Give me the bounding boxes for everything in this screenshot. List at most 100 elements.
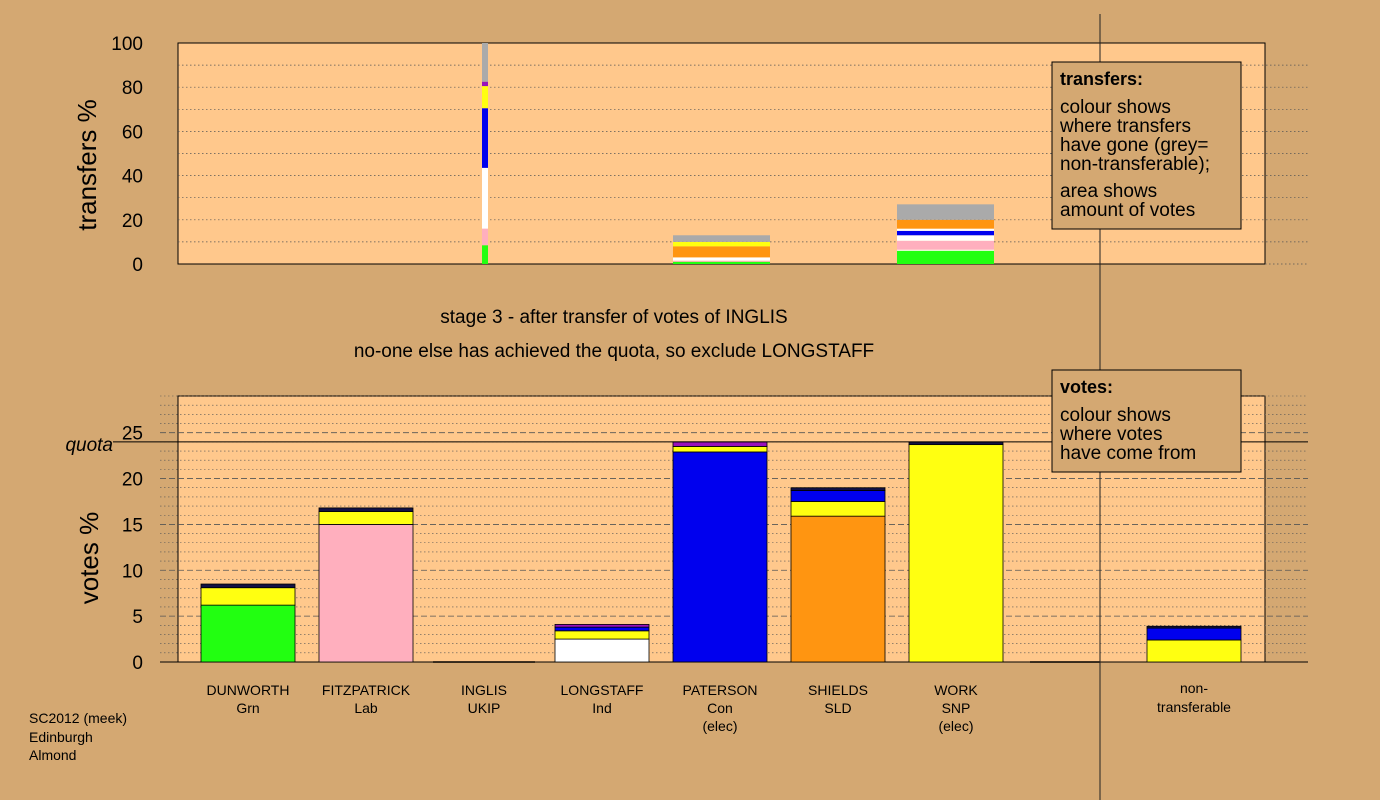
candidate-label: Lab [354, 700, 378, 716]
vote-segment [318, 524, 414, 663]
transfer-segment [897, 235, 994, 241]
vote-segment [672, 446, 768, 453]
candidate-label: WORK [934, 682, 978, 698]
candidate-label: DUNWORTH [207, 682, 290, 698]
transfer-segment [482, 86, 488, 109]
transfer-segment [673, 235, 770, 242]
transfer-segment [673, 246, 770, 258]
transfer-segment [897, 249, 994, 251]
transfers-legend-line: area shows [1060, 181, 1157, 202]
candidate-label: Ind [592, 700, 611, 716]
votes-legend-title: votes: [1060, 377, 1113, 397]
votes-legend-line: colour shows [1060, 405, 1171, 426]
vote-segment [554, 638, 650, 663]
transfers-y-ticks: 0 20 40 60 80 100 [111, 34, 143, 276]
votes-legend-line: have come from [1060, 443, 1196, 464]
nontransferable-label: transferable [1157, 699, 1231, 715]
y-tick-label: 60 [122, 122, 143, 143]
transfers-legend-line: non-transferable); [1060, 154, 1210, 175]
vote-segment [200, 587, 296, 606]
vote-segment [200, 604, 296, 663]
transfer-segment [673, 260, 770, 262]
y-tick-label: 80 [122, 78, 143, 99]
transfer-segment [673, 257, 770, 261]
vote-segment [908, 444, 1004, 663]
y-tick-label: 20 [122, 211, 143, 232]
votes-chart: 0 5 10 15 20 25 DUNWORTH Grn FITZPATRICK Lab INGL… [65, 395, 1308, 734]
y-tick-label: 40 [122, 167, 143, 188]
y-tick-label: 5 [132, 607, 143, 628]
y-tick-label: 100 [111, 34, 143, 55]
votes-legend-line: where votes [1059, 424, 1162, 445]
candidate-label: PATERSON [683, 682, 758, 698]
vote-segment [554, 623, 650, 628]
transfer-segment [482, 228, 488, 246]
candidate-labels: DUNWORTH Grn FITZPATRICK Lab INGLIS UKIP LONGS… [207, 680, 1232, 734]
nontransferable-segment [1146, 625, 1242, 629]
candidate-label: FITZPATRICK [322, 682, 411, 698]
transfers-legend: transfers: colour shows where transfers … [1051, 61, 1242, 230]
vote-segment [790, 487, 886, 491]
candidate-label: Grn [236, 700, 259, 716]
candidate-label: (elec) [938, 718, 973, 734]
transfers-legend-line: have gone (grey= [1060, 135, 1208, 156]
candidate-label: SLD [824, 700, 851, 716]
footer-line: Almond [29, 747, 76, 763]
vote-segment [790, 501, 886, 517]
transfer-segment [897, 250, 994, 264]
candidate-label: Con [707, 700, 733, 716]
vote-segment [790, 515, 886, 663]
quota-label: quota [65, 435, 113, 456]
votes-y-ticks: 0 5 10 15 20 25 [122, 424, 143, 674]
transfers-legend-title: transfers: [1060, 69, 1143, 89]
votes-bars [200, 441, 1242, 663]
transfer-segment [897, 228, 994, 231]
votes-legend: votes: colour shows where votes have com… [1051, 369, 1242, 473]
vote-segment [554, 626, 650, 632]
y-tick-label: 10 [122, 561, 143, 582]
transfer-segment [482, 81, 488, 87]
nontransferable-label: non- [1180, 680, 1208, 696]
footer-line: SC2012 (meek) [29, 710, 127, 726]
y-tick-label: 0 [132, 255, 143, 276]
vote-segment [318, 507, 414, 512]
stage-caption-line2: no-one else has achieved the quota, so e… [354, 341, 874, 362]
transfer-segment [482, 245, 488, 264]
y-tick-label: 15 [122, 515, 143, 536]
vote-segment [318, 511, 414, 525]
y-tick-label: 20 [122, 470, 143, 491]
nontransferable-segment [1146, 627, 1242, 641]
vote-segment [790, 490, 886, 502]
candidate-label: SNP [942, 700, 971, 716]
vote-segment [672, 451, 768, 663]
transfers-y-axis-label: transfers % [72, 99, 102, 231]
nontransferable-segment [1146, 639, 1242, 663]
transfer-segment [482, 43, 488, 82]
vote-segment [200, 583, 296, 589]
footer-line: Edinburgh [29, 729, 93, 745]
vote-segment [672, 441, 768, 447]
transfer-segment [897, 230, 994, 236]
votes-y-axis-label: votes % [74, 512, 104, 605]
y-tick-label: 0 [132, 653, 143, 674]
candidate-label: LONGSTAFF [561, 682, 644, 698]
candidate-label: INGLIS [461, 682, 507, 698]
transfer-segment [482, 167, 488, 229]
transfers-bars [482, 43, 994, 264]
candidate-label: (elec) [702, 718, 737, 734]
candidate-label: SHIELDS [808, 682, 868, 698]
stage-caption-line1: stage 3 - after transfer of votes of ING… [440, 307, 787, 328]
transfer-segment [897, 240, 994, 250]
transfer-segment [897, 219, 994, 229]
transfers-gridlines [178, 64, 1308, 265]
transfer-segment [673, 241, 770, 247]
transfers-legend-line: amount of votes [1060, 200, 1195, 221]
y-tick-label: 25 [122, 424, 143, 445]
transfers-legend-line: colour shows [1060, 97, 1171, 118]
transfer-segment [482, 108, 488, 168]
vote-segment [554, 630, 650, 640]
transfer-segment [673, 261, 770, 264]
candidate-label: UKIP [468, 700, 501, 716]
transfers-legend-line: where transfers [1059, 116, 1191, 137]
